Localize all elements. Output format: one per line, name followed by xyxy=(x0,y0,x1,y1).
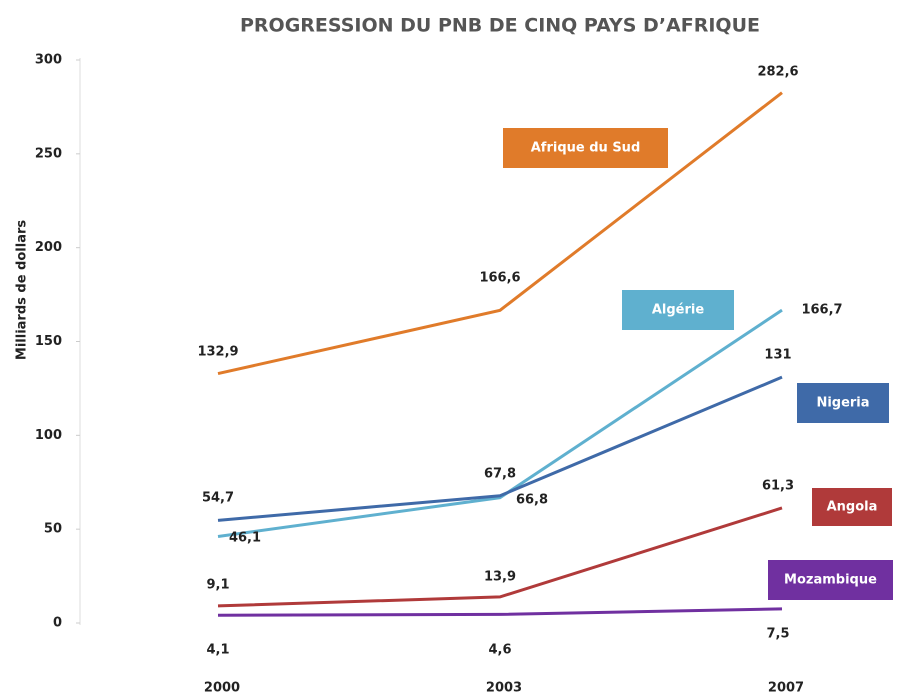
legend-label: Algérie xyxy=(652,303,705,318)
legend-label: Afrique du Sud xyxy=(531,141,641,156)
legend-box xyxy=(797,383,889,423)
legend-box xyxy=(503,128,668,168)
data-label: 4,1 xyxy=(206,643,229,658)
data-label: 132,9 xyxy=(197,345,238,360)
series-line xyxy=(217,506,783,608)
series-line xyxy=(217,308,783,538)
y-tick-label: 250 xyxy=(35,146,62,161)
x-tick-label: 2000 xyxy=(204,681,240,695)
y-tick-label: 300 xyxy=(35,53,62,68)
y-axis-label: Milliards de dollars xyxy=(15,220,30,360)
data-label: 67,8 xyxy=(484,467,516,482)
series-line xyxy=(217,607,783,617)
y-tick-label: 0 xyxy=(53,616,62,631)
y-tick-label: 150 xyxy=(35,334,62,349)
y-tick-label: 100 xyxy=(35,428,62,443)
legend-label: Angola xyxy=(827,500,878,515)
data-label: 46,1 xyxy=(229,531,261,546)
data-label: 66,8 xyxy=(516,493,548,508)
series-line xyxy=(217,375,783,522)
legend-label: Nigeria xyxy=(816,396,869,411)
y-tick-label: 50 xyxy=(44,522,62,537)
data-label: 4,6 xyxy=(488,643,511,658)
x-tick-label: 2003 xyxy=(486,681,522,695)
x-tick-label: 2007 xyxy=(768,681,804,695)
data-label: 9,1 xyxy=(206,578,229,593)
data-label: 13,9 xyxy=(484,570,516,585)
data-label: 61,3 xyxy=(762,479,794,494)
data-label: 131 xyxy=(764,348,791,363)
chart-title: PROGRESSION DU PNB DE CINQ PAYS D’AFRIQU… xyxy=(240,15,760,37)
legend-box xyxy=(812,488,892,526)
legend-box xyxy=(622,290,734,330)
legend-label: Mozambique xyxy=(784,573,877,588)
data-label: 166,7 xyxy=(801,303,842,318)
data-label: 7,5 xyxy=(766,627,789,642)
data-label: 166,6 xyxy=(479,271,520,286)
legend-box xyxy=(768,560,893,600)
y-tick-label: 200 xyxy=(35,240,62,255)
data-label: 282,6 xyxy=(757,65,798,80)
series-line xyxy=(217,91,783,376)
data-label: 54,7 xyxy=(202,491,234,506)
